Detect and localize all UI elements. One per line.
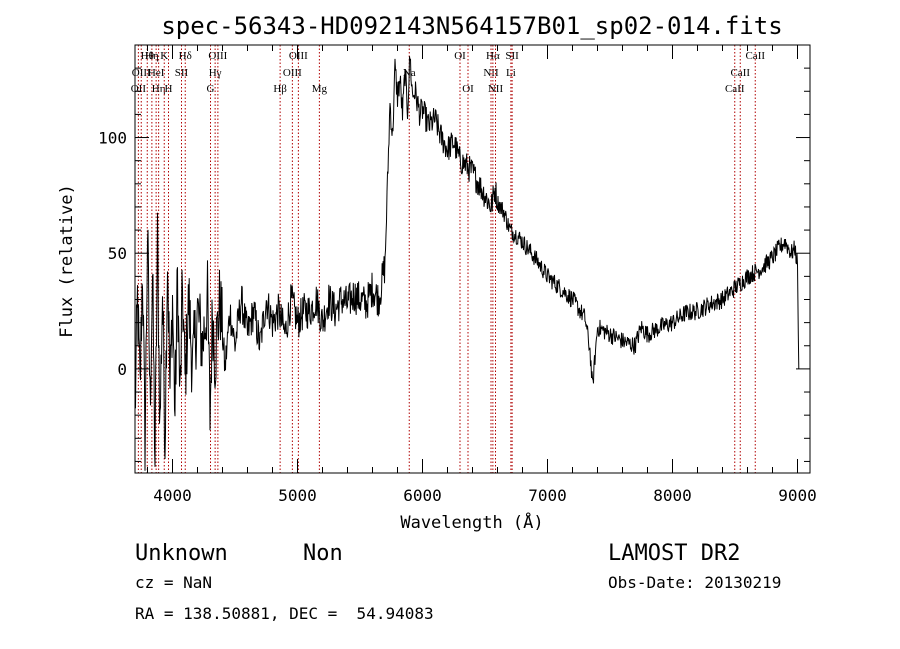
line-label: CaII <box>725 83 745 95</box>
y-tick-label: 0 <box>117 360 127 379</box>
chart-title: spec-56343-HD092143N564157B01_sp02-014.f… <box>161 12 782 40</box>
obs-date-text: Obs-Date: 20130219 <box>608 573 781 592</box>
line-label: K <box>160 50 168 62</box>
line-label: Hδ <box>179 50 192 62</box>
line-label: H <box>165 83 173 95</box>
line-label: OII <box>131 83 147 95</box>
coordinates-text: RA = 138.50881, DEC = 54.94083 <box>135 604 434 623</box>
line-label: OIII <box>208 50 227 62</box>
line-label: OIII <box>289 50 308 62</box>
x-tick-label: 8000 <box>653 486 692 505</box>
line-label: Hη <box>145 50 159 62</box>
line-label: OI <box>454 50 466 62</box>
cz-text: cz = NaN <box>135 573 212 592</box>
line-label: Hα <box>486 50 500 62</box>
y-tick-label: 50 <box>108 244 127 263</box>
object-class-text: Unknown <box>135 541 228 566</box>
x-axis-label: Wavelength (Å) <box>400 511 543 533</box>
line-label: NII <box>488 83 504 95</box>
line-label: G <box>207 83 215 95</box>
subclass-text: Non <box>303 541 343 566</box>
axes: 4000 5000 6000 7000 8000 9000 0 50 100 <box>98 44 817 505</box>
line-label: CaII <box>730 67 750 79</box>
line-label: Hη <box>152 83 166 95</box>
survey-text: LAMOST DR2 <box>608 541 740 566</box>
line-label: Mg <box>312 83 328 95</box>
line-label: SII <box>505 50 519 62</box>
y-axis-label: Flux (relative) <box>57 184 77 338</box>
y-tick-label: 100 <box>98 129 127 148</box>
line-label: Hγ <box>209 67 222 79</box>
line-label: OIII <box>132 67 151 79</box>
x-tick-label: 7000 <box>528 486 567 505</box>
spectral-line-markers: OIIOIIIHθHηHeIHηKHSIIHδGHγOIIIHβOIIIOIII… <box>131 45 765 473</box>
line-label: NII <box>483 67 499 79</box>
x-tick-label: 9000 <box>778 486 817 505</box>
line-label: HeI <box>148 67 165 79</box>
line-label: Hθ <box>141 50 154 62</box>
x-tick-label: 4000 <box>153 486 192 505</box>
line-label: Hβ <box>273 83 287 95</box>
line-label: OIII <box>283 67 302 79</box>
spectrum-line <box>134 56 800 471</box>
x-tick-label: 6000 <box>403 486 442 505</box>
line-label: OI <box>462 83 474 95</box>
line-label: Li <box>506 67 516 79</box>
plot-frame <box>134 44 811 474</box>
line-label: CaII <box>745 50 765 62</box>
x-tick-label: 5000 <box>278 486 317 505</box>
spectrum-line-group <box>134 56 800 471</box>
line-label: SII <box>175 67 189 79</box>
